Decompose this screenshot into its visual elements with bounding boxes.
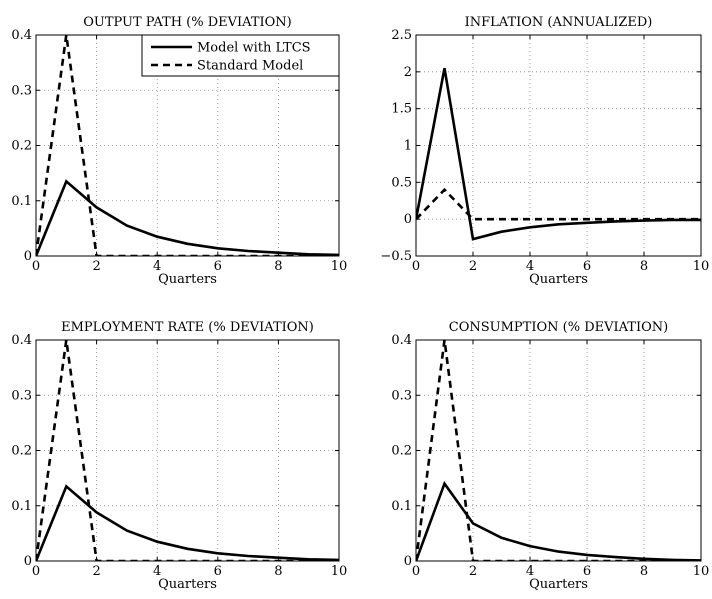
chart-title: INFLATION (ANNUALIZED) (465, 15, 653, 30)
x-tick-label: 0 (32, 564, 40, 579)
series-line-standard-model (416, 187, 701, 221)
y-tick-label: 0.5 (391, 175, 412, 190)
x-tick-label: 2 (469, 564, 477, 579)
x-tick-label: 0 (412, 259, 420, 274)
chart-title: OUTPUT PATH (% DEVIATION) (83, 15, 292, 30)
y-tick-label: −0.5 (380, 249, 412, 264)
y-tick-label: 0.4 (11, 28, 32, 43)
y-tick-label: 0.1 (11, 499, 32, 514)
x-tick-label: 8 (274, 259, 282, 274)
x-tick-label: 6 (214, 564, 222, 579)
y-tick-label: 0.4 (11, 333, 32, 348)
series-line-model-with-ltcs (36, 179, 339, 256)
x-axis-label: Quarters (529, 272, 588, 287)
y-tick-label: 0.2 (391, 444, 412, 459)
y-tick-label: 0.1 (11, 194, 32, 209)
y-tick-label: 0.1 (391, 499, 412, 514)
legend-box (141, 34, 340, 77)
series-line-standard-model (416, 340, 701, 561)
y-tick-label: 1.5 (391, 102, 412, 117)
x-tick-label: 2 (92, 564, 100, 579)
legend-label: Model with LTCS (197, 41, 311, 56)
legend: Model with LTCS Standard Model (141, 34, 340, 77)
x-tick-label: 6 (583, 564, 591, 579)
subplot-1: 0 2 4 6 8 10 0 0.1 0.2 0.3 0.4 OUTPUT PATH (% DEVIA… (11, 15, 347, 287)
x-tick-label: 0 (412, 564, 420, 579)
y-tick-label: 0 (404, 554, 412, 569)
y-tick-label: 0.4 (391, 333, 412, 348)
plot-frame (415, 339, 702, 562)
subplot-4: 0 2 4 6 8 10 0 0.1 0.2 0.3 0.4 CONSUMPTION (% DEVIA… (391, 320, 709, 592)
series-line-model-with-ltcs (416, 67, 701, 241)
x-tick-label: 2 (92, 259, 100, 274)
x-tick-label: 4 (153, 564, 161, 579)
y-tick-label: 0.2 (11, 444, 32, 459)
y-tick-label: 2.5 (391, 28, 412, 43)
y-tick-label: 2 (404, 65, 412, 80)
x-tick-label: 10 (693, 564, 710, 579)
x-tick-label: 4 (153, 259, 161, 274)
y-tick-label: 0 (24, 554, 32, 569)
x-axis-label: Quarters (158, 577, 217, 592)
series-line-standard-model (36, 340, 339, 561)
plot-frame (415, 34, 702, 257)
subplot-3: 0 2 4 6 8 10 0 0.1 0.2 0.3 0.4 EMPLOYMENT RATE (% D… (11, 320, 347, 592)
plot-frame (35, 339, 340, 562)
x-tick-label: 8 (640, 564, 648, 579)
x-tick-label: 10 (331, 564, 348, 579)
x-tick-label: 8 (274, 564, 282, 579)
x-tick-label: 10 (331, 259, 348, 274)
y-tick-label: 0 (24, 249, 32, 264)
y-tick-label: 0.3 (11, 388, 32, 403)
x-axis-label: Quarters (158, 272, 217, 287)
legend-label: Standard Model (197, 59, 303, 74)
x-tick-label: 10 (693, 259, 710, 274)
series-line-model-with-ltcs (416, 480, 701, 561)
x-tick-label: 6 (583, 259, 591, 274)
y-tick-label: 0.2 (11, 139, 32, 154)
chart-title: CONSUMPTION (% DEVIATION) (449, 320, 668, 335)
x-tick-label: 4 (526, 259, 534, 274)
y-tick-label: 0 (404, 212, 412, 227)
y-tick-label: 1 (404, 139, 412, 154)
x-tick-label: 8 (640, 259, 648, 274)
x-tick-label: 4 (526, 564, 534, 579)
x-axis-label: Quarters (529, 577, 588, 592)
y-tick-label: 0.3 (391, 388, 412, 403)
x-tick-label: 6 (214, 259, 222, 274)
y-tick-label: 0.3 (11, 83, 32, 98)
chart-title: EMPLOYMENT RATE (% DEVIATION) (61, 320, 314, 335)
x-tick-label: 0 (32, 259, 40, 274)
x-tick-label: 2 (469, 259, 477, 274)
series-line-model-with-ltcs (36, 484, 339, 561)
